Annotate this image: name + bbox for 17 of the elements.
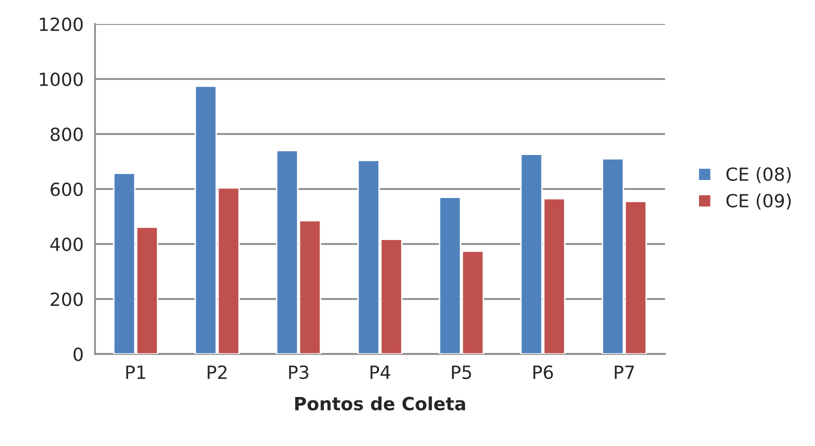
- x-tick-label: P3: [289, 365, 308, 380]
- x-tick-label: P1: [126, 366, 146, 379]
- y-tick-label: 200: [50, 292, 83, 306]
- x-tick-label: P2: [208, 365, 227, 379]
- x-tick-label: P4: [370, 366, 390, 379]
- legend-label: CE (08): [726, 167, 791, 184]
- y-tick-label: 1000: [40, 72, 83, 86]
- x-tick-label: P6: [533, 365, 553, 380]
- x-tick-label: P7: [614, 366, 634, 379]
- y-tick-label: 1200: [40, 17, 83, 32]
- y-tick-label: 0: [74, 347, 83, 362]
- y-tick-label: 800: [50, 127, 83, 142]
- legend-label: CE (09): [726, 194, 791, 210]
- x-axis-title: Pontos de Coleta: [295, 396, 466, 410]
- x-tick-label: P5: [452, 366, 472, 380]
- y-tick-label: 400: [50, 237, 83, 252]
- y-tick-label: 600: [50, 182, 83, 196]
